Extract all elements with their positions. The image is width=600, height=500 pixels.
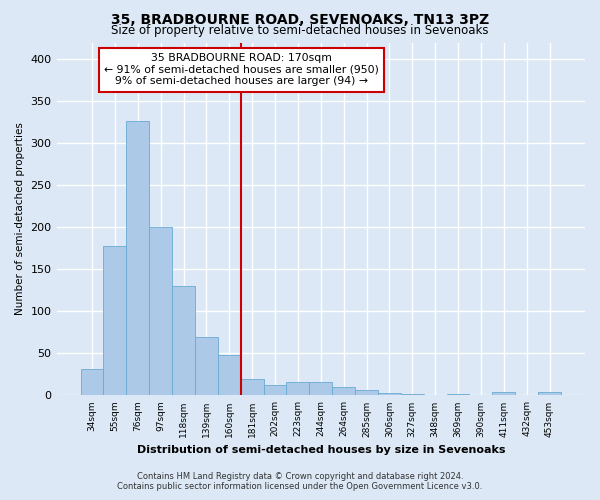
Bar xyxy=(80,368,103,396)
Text: 35, BRADBOURNE ROAD, SEVENOAKS, TN13 3PZ: 35, BRADBOURNE ROAD, SEVENOAKS, TN13 3PZ xyxy=(111,12,489,26)
Bar xyxy=(172,286,195,396)
Bar xyxy=(195,336,218,396)
X-axis label: Distribution of semi-detached houses by size in Sevenoaks: Distribution of semi-detached houses by … xyxy=(137,445,505,455)
Bar xyxy=(127,122,149,396)
Bar xyxy=(401,394,424,396)
Bar xyxy=(332,387,355,396)
Bar xyxy=(355,390,378,396)
Bar xyxy=(310,382,332,396)
Bar xyxy=(378,393,401,396)
Text: 35 BRADBOURNE ROAD: 170sqm
← 91% of semi-detached houses are smaller (950)
9% of: 35 BRADBOURNE ROAD: 170sqm ← 91% of semi… xyxy=(104,53,379,86)
Bar xyxy=(286,382,310,396)
Text: Contains HM Land Registry data © Crown copyright and database right 2024.
Contai: Contains HM Land Registry data © Crown c… xyxy=(118,472,482,491)
Text: Size of property relative to semi-detached houses in Sevenoaks: Size of property relative to semi-detach… xyxy=(111,24,489,37)
Bar xyxy=(493,392,515,396)
Bar xyxy=(218,355,241,396)
Bar xyxy=(538,392,561,396)
Bar xyxy=(103,246,127,396)
Bar xyxy=(149,228,172,396)
Y-axis label: Number of semi-detached properties: Number of semi-detached properties xyxy=(15,122,25,316)
Bar xyxy=(263,386,286,396)
Bar xyxy=(446,394,469,396)
Bar xyxy=(241,378,263,396)
